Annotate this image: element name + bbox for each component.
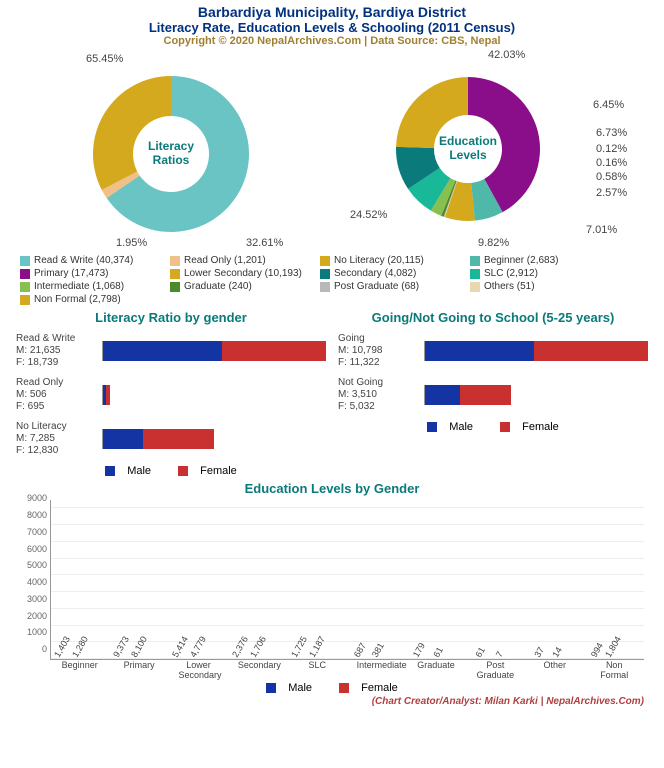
legend-item: Intermediate (1,068) <box>20 281 170 292</box>
legend-item: Primary (17,473) <box>20 268 170 279</box>
vbar-xlabel: Lower Secondary <box>178 660 218 680</box>
hbar-female <box>106 385 110 405</box>
legend-item: Others (51) <box>470 281 620 292</box>
vbar-xlabel: Non Formal <box>594 660 634 680</box>
hbar-school: Going/Not Going to School (5-25 years) G… <box>338 310 648 477</box>
hbar-label: No LiteracyM: 7,285F: 12,830 <box>16 421 102 457</box>
legend-item: Read Only (1,201) <box>170 255 320 266</box>
hbar-label: Read & WriteM: 21,635F: 18,739 <box>16 333 102 369</box>
ytick-label: 6000 <box>21 544 47 554</box>
mf-legend: Male Female <box>338 421 648 433</box>
vbar-xlabel: Other <box>535 660 575 680</box>
legend-item: Secondary (4,082) <box>320 268 470 279</box>
pct-label: 32.61% <box>246 237 283 249</box>
hbar-label: Read OnlyM: 506F: 695 <box>16 377 102 413</box>
hbar-male <box>103 341 222 361</box>
donut-center-label: Education <box>439 134 497 148</box>
vbar-xlabel: Primary <box>119 660 159 680</box>
credit: (Chart Creator/Analyst: Milan Karki | Ne… <box>0 694 664 707</box>
legend-item: No Literacy (20,115) <box>320 255 470 266</box>
pct-label: 6.45% <box>593 99 624 111</box>
donut-center-label: Literacy <box>148 139 194 153</box>
legend-item: SLC (2,912) <box>470 268 620 279</box>
hbar-female <box>460 385 511 405</box>
legend-item: Graduate (240) <box>170 281 320 292</box>
vbar-xlabel: Post Graduate <box>475 660 515 680</box>
pct-label: 7.01% <box>586 224 617 236</box>
hbar-male <box>425 341 534 361</box>
legend: Read & Write (40,374)Read Only (1,201)No… <box>0 254 664 306</box>
copyright: Copyright © 2020 NepalArchives.Com | Dat… <box>0 35 664 47</box>
pct-label: 1.95% <box>116 237 147 249</box>
vbar-chart: 0100020003000400050006000700080009000 1,… <box>50 500 644 660</box>
pct-label: 24.52% <box>350 209 387 221</box>
pct-label: 9.82% <box>478 237 509 249</box>
hbar-label: GoingM: 10,798F: 11,322 <box>338 333 424 369</box>
ytick-label: 7000 <box>21 527 47 537</box>
hbar-female <box>143 429 214 449</box>
hbar-literacy: Literacy Ratio by gender Read & WriteM: … <box>16 310 326 477</box>
mf-legend: Male Female <box>16 465 326 477</box>
hbar-female <box>222 341 326 361</box>
pct-label: 0.16% <box>596 157 627 169</box>
donut-literacy: LiteracyRatios 65.45% 1.95% 32.61% <box>16 49 326 254</box>
pct-label: 0.58% <box>596 171 627 183</box>
hbar-row: No LiteracyM: 7,285F: 12,830 <box>16 421 326 457</box>
vbar-xlabels: Beginner Primary Lower Secondary Secondary S… <box>50 660 644 680</box>
ytick-label: 2000 <box>21 611 47 621</box>
hbar-row: Read & WriteM: 21,635F: 18,739 <box>16 333 326 369</box>
ytick-label: 3000 <box>21 594 47 604</box>
subtitle: Literacy Rate, Education Levels & School… <box>0 20 664 35</box>
svg-text:Levels: Levels <box>449 148 487 162</box>
legend-item: Read & Write (40,374) <box>20 255 170 266</box>
title: Barbardiya Municipality, Bardiya Distric… <box>0 4 664 20</box>
pct-label: 42.03% <box>488 49 525 61</box>
donut-education: EducationLevels 42.03% 6.45% 6.73% 0.12% 0.16… <box>338 49 648 254</box>
ytick-label: 1000 <box>21 627 47 637</box>
vbar-xlabel: Secondary <box>238 660 278 680</box>
hbar-school-title: Going/Not Going to School (5-25 years) <box>338 310 648 325</box>
legend-item: Beginner (2,683) <box>470 255 620 266</box>
pct-label: 65.45% <box>86 53 123 65</box>
hbar-row: Read OnlyM: 506F: 695 <box>16 377 326 413</box>
hbar-female <box>534 341 648 361</box>
hbar-row: Not GoingM: 3,510F: 5,032 <box>338 377 648 413</box>
hbar-male <box>425 385 460 405</box>
header: Barbardiya Municipality, Bardiya Distric… <box>0 0 664 49</box>
pct-label: 6.73% <box>596 127 627 139</box>
hbar-row: GoingM: 10,798F: 11,322 <box>338 333 648 369</box>
hbar-lit-title: Literacy Ratio by gender <box>16 310 326 325</box>
ytick-label: 8000 <box>21 510 47 520</box>
pct-label: 0.12% <box>596 143 627 155</box>
svg-text:Ratios: Ratios <box>153 153 190 167</box>
top-charts: LiteracyRatios 65.45% 1.95% 32.61% Educatio… <box>0 49 664 254</box>
vbar-title: Education Levels by Gender <box>20 481 644 496</box>
vbar-xlabel: SLC <box>297 660 337 680</box>
vbar-xlabel: Graduate <box>416 660 456 680</box>
vbar-xlabel: Beginner <box>60 660 100 680</box>
legend-item: Non Formal (2,798) <box>20 294 170 305</box>
bottom-chart: Education Levels by Gender 0100020003000… <box>0 477 664 694</box>
legend-item: Post Graduate (68) <box>320 281 470 292</box>
ytick-label: 0 <box>21 644 47 654</box>
hbar-male <box>103 429 143 449</box>
mid-charts: Literacy Ratio by gender Read & WriteM: … <box>0 306 664 477</box>
ytick-label: 9000 <box>21 493 47 503</box>
donut-slice <box>93 76 171 190</box>
hbar-label: Not GoingM: 3,510F: 5,032 <box>338 377 424 413</box>
ytick-label: 5000 <box>21 560 47 570</box>
vbar-xlabel: Intermediate <box>357 660 397 680</box>
ytick-label: 4000 <box>21 577 47 587</box>
mf-legend: Male Female <box>20 682 644 694</box>
pct-label: 2.57% <box>596 187 627 199</box>
legend-item: Lower Secondary (10,193) <box>170 268 320 279</box>
